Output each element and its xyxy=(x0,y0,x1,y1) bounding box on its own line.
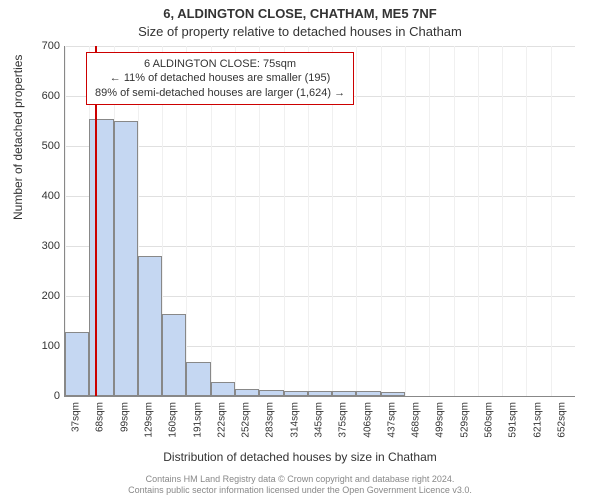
x-tick-label: 191sqm xyxy=(192,402,203,438)
gridline-v xyxy=(356,46,357,396)
footer-line-1: Contains HM Land Registry data © Crown c… xyxy=(0,474,600,485)
gridline-v xyxy=(405,46,406,396)
footer-text: Contains HM Land Registry data © Crown c… xyxy=(0,474,600,496)
x-tick-label: 621sqm xyxy=(532,402,543,438)
gridline-h xyxy=(65,246,575,247)
x-tick-label: 591sqm xyxy=(508,402,519,438)
gridline-v xyxy=(381,46,382,396)
info-line-2: ← 11% of detached houses are smaller (19… xyxy=(95,71,345,85)
gridline-h xyxy=(65,196,575,197)
y-tick-label: 500 xyxy=(34,140,60,152)
y-axis-label: Number of detached properties xyxy=(11,55,25,220)
chart-subtitle: Size of property relative to detached ho… xyxy=(0,24,600,39)
y-tick-label: 100 xyxy=(34,340,60,352)
histogram-bar xyxy=(235,389,259,397)
info-line-3: 89% of semi-detached houses are larger (… xyxy=(95,86,345,100)
gridline-v xyxy=(454,46,455,396)
gridline-v xyxy=(526,46,527,396)
x-tick-label: 468sqm xyxy=(411,402,422,438)
x-tick-label: 652sqm xyxy=(556,402,567,438)
histogram-bar xyxy=(259,390,283,396)
histogram-bar xyxy=(186,362,210,396)
x-tick-label: 68sqm xyxy=(95,402,106,432)
chart-container: 6, ALDINGTON CLOSE, CHATHAM, ME5 7NF Siz… xyxy=(0,0,600,500)
y-tick-label: 200 xyxy=(34,290,60,302)
x-tick-label: 160sqm xyxy=(168,402,179,438)
info-line-1: 6 ALDINGTON CLOSE: 75sqm xyxy=(95,57,345,71)
histogram-bar xyxy=(89,119,113,397)
y-tick-label: 700 xyxy=(34,40,60,52)
y-tick-label: 0 xyxy=(34,390,60,402)
histogram-bar xyxy=(308,391,332,396)
gridline-v xyxy=(478,46,479,396)
histogram-bar xyxy=(284,391,308,396)
x-tick-label: 560sqm xyxy=(484,402,495,438)
x-tick-label: 499sqm xyxy=(435,402,446,438)
info-box: 6 ALDINGTON CLOSE: 75sqm ← 11% of detach… xyxy=(86,52,354,105)
histogram-bar xyxy=(381,392,405,396)
chart-title-address: 6, ALDINGTON CLOSE, CHATHAM, ME5 7NF xyxy=(0,6,600,21)
x-tick-label: 37sqm xyxy=(71,402,82,432)
y-tick-label: 400 xyxy=(34,190,60,202)
histogram-bar xyxy=(114,121,138,396)
x-tick-label: 129sqm xyxy=(144,402,155,438)
y-tick-label: 600 xyxy=(34,90,60,102)
histogram-bar xyxy=(356,391,380,396)
y-tick-label: 300 xyxy=(34,240,60,252)
histogram-bar xyxy=(211,382,235,396)
x-tick-label: 222sqm xyxy=(216,402,227,438)
x-tick-label: 99sqm xyxy=(119,402,130,432)
x-tick-label: 375sqm xyxy=(338,402,349,438)
x-axis-label: Distribution of detached houses by size … xyxy=(0,450,600,464)
histogram-bar xyxy=(162,314,186,397)
gridline-h xyxy=(65,46,575,47)
gridline-v xyxy=(429,46,430,396)
x-tick-label: 314sqm xyxy=(289,402,300,438)
histogram-bar xyxy=(138,256,162,396)
x-tick-label: 252sqm xyxy=(241,402,252,438)
gridline-h xyxy=(65,146,575,147)
footer-line-2: Contains public sector information licen… xyxy=(0,485,600,496)
gridline-v xyxy=(551,46,552,396)
x-tick-label: 406sqm xyxy=(362,402,373,438)
x-tick-label: 345sqm xyxy=(314,402,325,438)
x-tick-label: 283sqm xyxy=(265,402,276,438)
gridline-v xyxy=(502,46,503,396)
histogram-bar xyxy=(65,332,89,396)
histogram-bar xyxy=(332,391,356,396)
x-tick-label: 437sqm xyxy=(386,402,397,438)
x-tick-label: 529sqm xyxy=(459,402,470,438)
